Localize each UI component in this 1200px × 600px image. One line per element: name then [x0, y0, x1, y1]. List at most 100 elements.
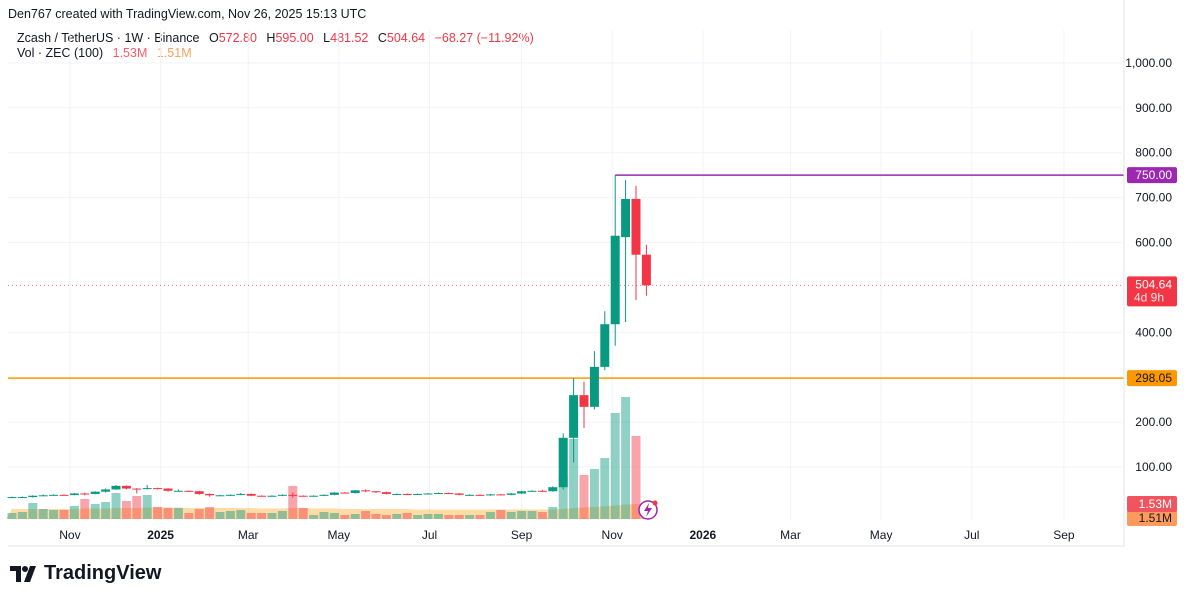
close-value: 504.64: [386, 31, 426, 45]
candle-body: [444, 493, 454, 495]
volume-bar: [485, 512, 495, 519]
y-tick-label: 200.00: [1135, 415, 1172, 429]
volume-bar: [350, 514, 360, 519]
volume-bar: [444, 515, 454, 519]
candle-body: [413, 493, 423, 495]
volume-bar: [17, 512, 27, 519]
candle-body: [267, 495, 277, 497]
candle-body: [423, 493, 433, 495]
x-tick-label: Jul: [964, 528, 979, 542]
candle-body: [121, 485, 131, 489]
symbol-legend: Zcash / TetherUS · 1W · Binance O572.80 …: [17, 31, 534, 45]
candle-body: [454, 493, 464, 495]
candle-body: [506, 493, 516, 495]
volume-bar: [277, 511, 287, 519]
volume-bar: [413, 515, 423, 519]
candle-body: [433, 493, 443, 495]
symbol-title[interactable]: Zcash / TetherUS · 1W · Binance: [17, 31, 200, 45]
volume-title[interactable]: Vol · ZEC (100): [17, 46, 104, 60]
volume-bar: [589, 469, 599, 519]
candle-body: [610, 235, 620, 325]
volume-bar: [246, 513, 256, 519]
candle-body: [579, 395, 589, 407]
volume-bar: [132, 496, 142, 519]
volume-bar: [69, 506, 79, 519]
volume-bar: [423, 514, 433, 519]
candle-body: [69, 493, 79, 496]
volume-bar: [631, 436, 641, 519]
candle-body: [527, 490, 537, 492]
volume-bar: [610, 413, 620, 519]
volume-bar: [298, 508, 308, 519]
volume-bar: [579, 475, 589, 519]
volume-bar: [153, 507, 163, 519]
candle-body: [340, 492, 350, 494]
volume-bar: [173, 508, 183, 519]
candle-body: [90, 491, 100, 494]
y-tick-label: 700.00: [1135, 191, 1172, 205]
lightning-glyph-icon: [644, 503, 652, 517]
high-value: 595.00: [275, 31, 314, 45]
volume-bar: [548, 507, 558, 519]
last-price-label: 504.64: [1135, 277, 1172, 291]
candle-body: [392, 493, 402, 495]
x-tick-label: Sep: [1053, 528, 1075, 542]
volume-bar: [506, 512, 516, 519]
volume-ma-value: 1.51M: [156, 46, 192, 60]
candle-body: [329, 492, 339, 495]
tradingview-logo-icon: [10, 565, 36, 582]
candle-body: [319, 494, 329, 496]
candle-body: [153, 488, 163, 490]
volume-bar: [28, 503, 38, 519]
volume-bar: [558, 477, 568, 519]
volume-bar: [236, 510, 246, 519]
candle-body: [569, 395, 579, 438]
volume-bar: [49, 510, 59, 519]
candle-body: [600, 324, 610, 367]
open-label: O: [208, 31, 219, 45]
high-label: H: [266, 31, 276, 45]
volume-bar: [527, 511, 537, 519]
candle-body: [371, 491, 381, 493]
volume-bar: [80, 499, 90, 519]
x-tick-label: 2025: [147, 528, 174, 542]
resistance-price-label-box: [1127, 167, 1177, 184]
last-price-label-box: [1127, 276, 1177, 307]
candle-body: [142, 488, 152, 490]
volume-bar: [288, 486, 298, 519]
volume-ma-label-box: [1127, 510, 1177, 526]
volume-bar: [517, 511, 527, 519]
candle-body: [537, 490, 547, 492]
volume-bar: [163, 508, 173, 519]
volume-bar: [475, 515, 485, 519]
candle-body: [257, 495, 267, 497]
y-tick-label: 600.00: [1135, 236, 1172, 250]
x-tick-label: Jul: [422, 528, 437, 542]
candle-body: [49, 494, 59, 496]
volume-ma-area: [6, 503, 653, 519]
x-tick-label: Mar: [238, 528, 259, 542]
y-tick-label: 900.00: [1135, 101, 1172, 115]
volume-bar: [309, 515, 319, 519]
candle-body: [246, 493, 256, 496]
change-value: −68.27 (−11.92%): [434, 31, 534, 45]
candle-body: [215, 495, 225, 497]
candle-body: [361, 490, 371, 492]
notification-dot-icon: [652, 500, 658, 506]
volume-bar: [121, 501, 131, 519]
candle-body: [298, 495, 308, 497]
candle-body: [205, 493, 215, 496]
price-chart[interactable]: Nov 2025 Mar May Jul Sep Nov 2026 Mar May Jul Sep 1,…: [0, 0, 1200, 560]
candle-body: [288, 494, 298, 496]
volume-bar: [205, 507, 215, 519]
candle-body: [496, 494, 506, 496]
open-value: 572.80: [218, 31, 257, 45]
volume-bar: [454, 515, 464, 519]
low-value: 481.52: [330, 31, 369, 45]
candle-body: [111, 485, 121, 490]
volume-label: 1.53M: [1139, 497, 1172, 511]
x-tick-label: Nov: [602, 528, 623, 542]
volume-bar: [7, 513, 17, 519]
volume-bar: [215, 512, 225, 519]
volume-bar: [340, 515, 350, 519]
